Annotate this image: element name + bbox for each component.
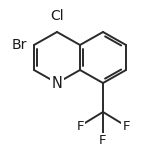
Text: Cl: Cl [50,9,64,23]
Text: N: N [52,76,62,91]
Text: F: F [76,119,84,133]
Text: Br: Br [11,38,27,52]
Text: F: F [99,134,107,148]
Text: F: F [122,119,130,133]
